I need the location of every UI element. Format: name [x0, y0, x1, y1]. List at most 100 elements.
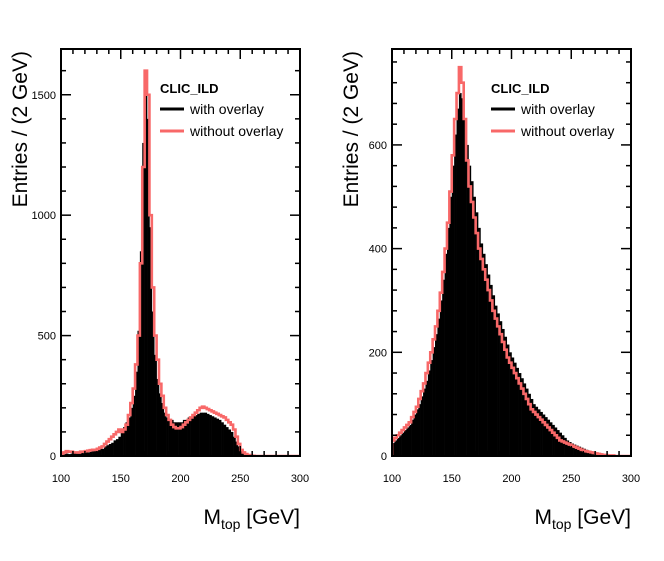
hist-bar — [442, 279, 445, 456]
hist-bar — [158, 393, 162, 456]
hist-bar — [209, 415, 212, 456]
hist-bar — [135, 371, 138, 456]
hist-bar — [113, 440, 117, 456]
hist-bar — [173, 422, 177, 456]
x-axis-label: Mtop [GeV] — [535, 506, 632, 532]
y-tick-label: 200 — [369, 347, 387, 359]
hist-bar — [106, 445, 110, 456]
hist-bar — [168, 419, 172, 456]
hist-bar — [132, 395, 136, 456]
hist-bar — [127, 417, 131, 456]
y-tick-label: 1000 — [32, 210, 56, 222]
hist-bar — [111, 442, 114, 456]
legend-entry: without overlay — [189, 123, 283, 139]
x-tick-label: 300 — [622, 473, 640, 485]
hist-bar — [411, 419, 414, 456]
hist-bar — [228, 429, 231, 456]
legend-title: CLIC_ILD — [491, 81, 550, 96]
hist-bar — [166, 417, 169, 456]
hist-bar — [461, 98, 464, 456]
legend-entry: with overlay — [189, 101, 264, 117]
hist-bar — [482, 253, 486, 456]
hist-bar — [533, 404, 536, 456]
hist-bar — [101, 448, 105, 456]
x-tick-label: 200 — [171, 473, 189, 485]
legend-entry: with overlay — [520, 101, 595, 117]
hist-bar — [163, 412, 167, 456]
hist-bar — [552, 424, 555, 456]
hist-bar — [123, 427, 126, 456]
hist-bar — [178, 422, 181, 456]
y-tick-label: 600 — [369, 140, 387, 152]
hist-bar — [99, 448, 102, 456]
hist-bar — [223, 424, 227, 456]
hist-bar — [235, 441, 239, 456]
hist-bar — [190, 417, 193, 456]
hist-bar — [118, 436, 122, 456]
x-tick-label: 250 — [562, 473, 580, 485]
hist-bar — [218, 419, 222, 456]
hist-bar — [535, 406, 539, 456]
hist-bar — [446, 227, 450, 456]
hist-bar — [394, 440, 398, 456]
hist-bar — [185, 419, 188, 456]
hist-bar — [406, 427, 410, 456]
hist-bar — [192, 415, 196, 456]
hist-bar — [80, 452, 83, 456]
hist-bar — [408, 424, 412, 456]
hist-bar — [528, 393, 531, 456]
hist-bar — [466, 144, 469, 456]
hist-bar — [187, 417, 191, 456]
y-tick-label: 500 — [38, 331, 56, 343]
hist-bar — [72, 453, 76, 456]
hist-bar — [537, 409, 541, 456]
hist-bar — [147, 118, 150, 456]
hist-bar — [151, 311, 155, 456]
x-tick-label: 200 — [502, 473, 520, 485]
hist-bar — [468, 165, 472, 456]
x-axis-label: Mtop [GeV] — [204, 506, 301, 532]
hist-bar — [108, 443, 112, 456]
hist-bar — [216, 418, 220, 456]
hist-bar — [511, 357, 515, 456]
hist-bar — [518, 373, 522, 456]
hist-bar — [82, 453, 86, 456]
hist-bar — [197, 413, 200, 456]
hist-bar — [571, 443, 574, 456]
hist-bar — [497, 313, 500, 456]
hist-bar — [230, 431, 234, 456]
hist-bar — [578, 446, 582, 456]
y-tick-label: 0 — [381, 451, 387, 463]
hist-bar — [194, 415, 198, 456]
hist-bar — [418, 404, 421, 456]
hist-bar — [430, 360, 433, 456]
hist-bar — [561, 435, 565, 456]
hist-bar — [149, 227, 153, 456]
x-tick-label: 300 — [291, 473, 309, 485]
hist-bar — [509, 352, 512, 456]
series-without-overlay — [61, 69, 300, 456]
hist-bar — [437, 318, 441, 456]
y-axis-label: Entries / (2 GeV) — [340, 51, 363, 207]
hist-bar — [456, 108, 460, 456]
hist-bar — [568, 442, 572, 456]
hist-bar — [233, 436, 236, 456]
y-tick-label: 400 — [369, 244, 387, 256]
x-tick-label: 150 — [112, 473, 130, 485]
hist-bar — [444, 253, 448, 456]
y-tick-label: 0 — [50, 451, 56, 463]
hist-bar — [547, 419, 551, 456]
hist-bar — [170, 419, 174, 456]
hist-bar — [506, 344, 510, 456]
hist-bar — [559, 432, 562, 456]
hist-bar — [161, 403, 165, 456]
hist-bar — [478, 227, 481, 456]
hist-bar — [415, 409, 419, 456]
hist-bar — [463, 118, 467, 456]
hist-bar — [204, 412, 208, 456]
hist-bar — [432, 347, 436, 456]
hist-bar — [199, 412, 203, 456]
